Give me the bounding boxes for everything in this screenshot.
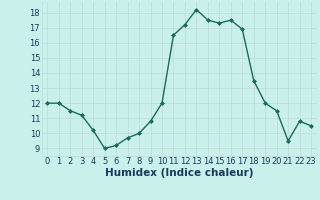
X-axis label: Humidex (Indice chaleur): Humidex (Indice chaleur)	[105, 168, 253, 178]
